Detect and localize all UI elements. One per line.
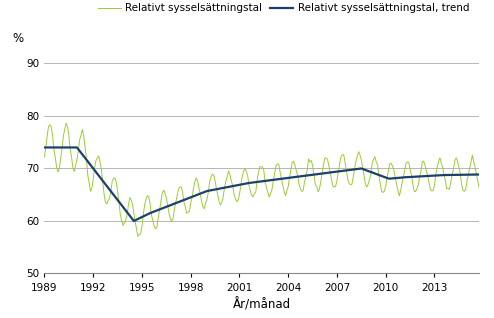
Line: Relativt sysselsättningstal: Relativt sysselsättningstal: [44, 123, 479, 237]
Relativt sysselsättningstal, trend: [41, 146, 47, 149]
Relativt sysselsättningstal: [41, 155, 47, 159]
Relativt sysselsättningstal: [153, 227, 159, 231]
Relativt sysselsättningstal, trend: [476, 173, 482, 176]
Relativt sysselsättningstal: [135, 235, 141, 238]
Legend: Relativt sysselsättningstal, Relativt sysselsättningstal, trend: Relativt sysselsättningstal, Relativt sy…: [98, 3, 469, 13]
Relativt sysselsättningstal, trend: [239, 182, 245, 186]
Relativt sysselsättningstal, trend: [151, 210, 157, 213]
Relativt sysselsättningstal, trend: [265, 179, 271, 183]
Relativt sysselsättningstal: [335, 169, 341, 173]
Relativt sysselsättningstal: [209, 172, 215, 176]
Relativt sysselsättningstal: [241, 169, 247, 173]
Relativt sysselsättningstal, trend: [86, 161, 92, 165]
Relativt sysselsättningstal: [87, 190, 93, 193]
Relativt sysselsättningstal, trend: [131, 219, 137, 223]
Y-axis label: %: %: [13, 32, 24, 45]
Relativt sysselsättningstal: [266, 195, 272, 199]
Relativt sysselsättningstal, trend: [208, 188, 214, 192]
Relativt sysselsättningstal: [476, 186, 482, 190]
Line: Relativt sysselsättningstal, trend: Relativt sysselsättningstal, trend: [44, 148, 479, 221]
X-axis label: År/månad: År/månad: [233, 298, 291, 312]
Relativt sysselsättningstal, trend: [334, 170, 340, 174]
Relativt sysselsättningstal: [63, 121, 69, 125]
